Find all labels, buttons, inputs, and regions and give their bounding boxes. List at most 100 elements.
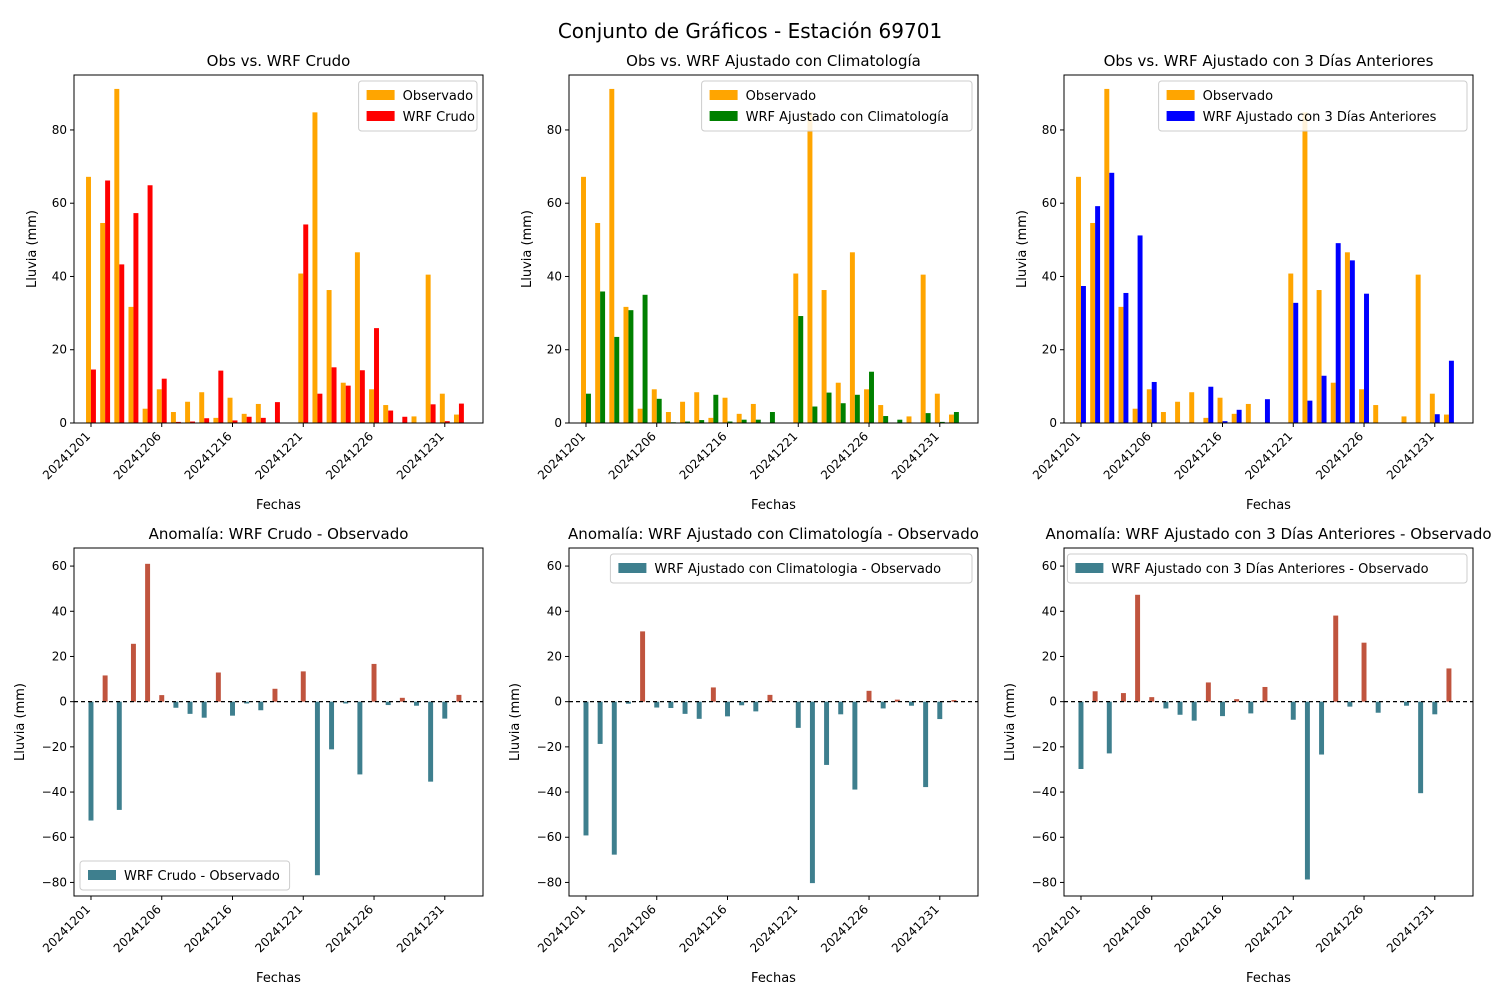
y-tick-label: 40 <box>52 269 67 283</box>
y-tick-label: 80 <box>1042 123 1057 137</box>
bar-series1-day1 <box>86 176 91 423</box>
bar-series1-day13 <box>753 701 759 712</box>
legend-label: WRF Ajustado con Climatología <box>746 110 949 125</box>
bar-series1-day2 <box>102 675 108 702</box>
bar-series1-day3 <box>114 88 120 424</box>
bar-series1-day9 <box>696 701 702 719</box>
legend-swatch <box>1075 563 1104 573</box>
bar-series1-day8 <box>1175 401 1181 423</box>
legend-label: Observado <box>403 89 474 104</box>
bar-series1-day12 <box>1234 699 1240 702</box>
bar-series1-day18 <box>1316 290 1322 423</box>
bar-series1-day25 <box>1415 274 1421 423</box>
bar-series1-day19 <box>838 701 844 715</box>
bar-series2-day20 <box>1349 260 1355 423</box>
chart-title: Anomalía: WRF Crudo - Observado <box>149 525 409 543</box>
bar-series1-day24 <box>906 416 912 423</box>
bar-series2-day14 <box>274 402 280 423</box>
x-axis-label: Fechas <box>751 971 796 986</box>
bar-series1-day24 <box>414 701 419 706</box>
y-tick-label: −60 <box>1032 830 1057 844</box>
bar-series2-day17 <box>812 406 818 423</box>
bar-series1-day16 <box>793 273 799 423</box>
bar-series1-day26 <box>442 701 448 719</box>
bar-series1-day11 <box>722 397 728 423</box>
bar-series2-day12 <box>741 419 747 423</box>
bar-series1-day10 <box>1203 417 1209 423</box>
bar-series2-day2 <box>105 180 111 423</box>
legend: Observado WRF Crudo <box>358 80 478 132</box>
legend: Observado WRF Ajustado con Climatología <box>701 80 973 132</box>
bar-series2-day21 <box>1364 293 1369 423</box>
bar-series2-day25 <box>430 404 436 423</box>
bar-series1-day25 <box>1418 701 1424 794</box>
y-tick-label: 40 <box>547 604 562 618</box>
bar-series1-day17 <box>1304 701 1310 880</box>
bar-series1-day2 <box>597 701 603 744</box>
legend-box <box>609 553 973 584</box>
legend-swatch <box>88 870 116 880</box>
bar-series1-day20 <box>1344 252 1350 423</box>
bar-series1-day5 <box>1132 408 1138 423</box>
bar-series1-day25 <box>425 274 431 423</box>
bar-series1-day6 <box>1146 389 1152 423</box>
bar-series2-day27 <box>458 403 464 423</box>
bar-series2-day2 <box>1095 206 1101 423</box>
bar-series1-day23 <box>399 697 405 702</box>
legend-box <box>1066 553 1468 584</box>
y-tick-label: −20 <box>42 740 67 754</box>
y-tick-label: −40 <box>1032 785 1057 799</box>
y-tick-label: 0 <box>554 416 562 430</box>
bar-series1-day1 <box>1078 701 1084 769</box>
bar-series1-day18 <box>821 290 827 423</box>
bar-series2-day3 <box>119 264 125 423</box>
bar-series1-day11 <box>1220 701 1225 717</box>
y-tick-label: 40 <box>547 269 562 283</box>
bar-series1-day9 <box>1191 701 1197 721</box>
bar-series1-day4 <box>1120 693 1126 702</box>
bar-series1-day8 <box>680 401 686 423</box>
y-axis-label: Lluvia (mm) <box>1003 683 1018 761</box>
bar-series2-day18 <box>1321 375 1327 423</box>
bar-series1-day6 <box>651 389 657 423</box>
bar-series1-day21 <box>1359 389 1365 423</box>
y-tick-label: −20 <box>537 740 562 754</box>
y-tick-label: 20 <box>52 343 67 357</box>
bar-series1-day19 <box>340 382 346 423</box>
bar-series1-day8 <box>1177 701 1183 715</box>
bar-series2-day27 <box>953 412 959 423</box>
bar-series1-day17 <box>809 701 815 884</box>
bar-series1-day7 <box>1163 701 1169 709</box>
bar-series1-day17 <box>807 112 813 424</box>
y-tick-label: 60 <box>52 196 67 210</box>
bar-series1-day24 <box>1401 416 1407 423</box>
bar-series1-day2 <box>100 222 106 423</box>
y-tick-label: −40 <box>42 785 67 799</box>
figure-suptitle: Conjunto de Gráficos - Estación 69701 <box>558 19 942 43</box>
bar-series1-day5 <box>1135 594 1141 702</box>
bar-series1-day22 <box>385 701 391 706</box>
bar-series1-day3 <box>116 701 122 810</box>
y-axis-label: Lluvia (mm) <box>25 210 40 288</box>
bar-series1-day24 <box>1404 701 1409 706</box>
chart-title: Anomalía: WRF Ajustado con Climatología … <box>568 525 979 543</box>
y-axis-label: Lluvia (mm) <box>1015 210 1030 288</box>
bar-series1-day18 <box>329 701 335 750</box>
bar-series1-day6 <box>159 695 165 702</box>
y-tick-label: 20 <box>52 649 67 663</box>
bar-series1-day12 <box>1231 413 1237 423</box>
bar-series2-day14 <box>1264 399 1270 423</box>
bar-series1-day10 <box>1205 682 1211 702</box>
legend-swatch <box>1166 90 1195 100</box>
bar-series1-day18 <box>1319 701 1325 755</box>
bar-series1-day9 <box>1189 392 1195 423</box>
bar-series1-day17 <box>312 112 318 424</box>
bar-series1-day1 <box>581 176 586 423</box>
bar-series1-day11 <box>1217 397 1223 423</box>
bar-series1-day21 <box>864 389 870 423</box>
bar-series1-day16 <box>1288 273 1294 423</box>
bar-series1-day6 <box>1149 697 1155 702</box>
bar-series1-day20 <box>852 701 858 790</box>
legend-label: Observado <box>746 89 817 104</box>
bar-series1-day16 <box>300 671 306 702</box>
